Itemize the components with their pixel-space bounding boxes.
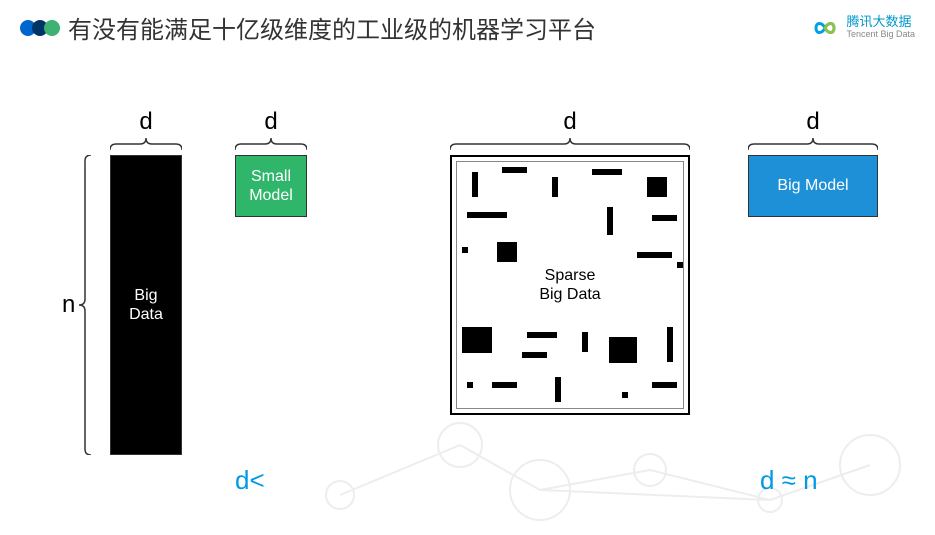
brand-cn: 腾讯大数据: [846, 15, 915, 29]
infinity-icon: [810, 18, 840, 38]
network-decoration: [260, 415, 935, 535]
diagram-stage: d n BigData d SmallModel d< d SparseBig …: [0, 45, 935, 505]
brand-en: Tencent Big Data: [846, 30, 915, 40]
label-d: d: [110, 108, 182, 136]
label-n: n: [62, 291, 75, 319]
label-d: d: [235, 108, 307, 136]
brace-d-bigdata: d: [110, 108, 182, 152]
brand-logo: 腾讯大数据 Tencent Big Data: [810, 15, 915, 39]
dot-3: [44, 20, 60, 36]
brace-d-sparse: d: [450, 108, 690, 152]
slide-title: 有没有能满足十亿级维度的工业级的机器学习平台: [68, 10, 596, 45]
equation-right: d ≈ n: [760, 465, 818, 496]
equation-left: d<: [235, 465, 265, 496]
bullet-dots: [20, 20, 56, 36]
big-model-label: Big Model: [777, 176, 848, 195]
label-d: d: [450, 108, 690, 136]
big-model-box: Big Model: [748, 155, 878, 217]
big-data-box: BigData: [110, 155, 182, 455]
brand-text: 腾讯大数据 Tencent Big Data: [846, 15, 915, 39]
big-data-label: BigData: [129, 286, 163, 324]
small-model-box: SmallModel: [235, 155, 307, 217]
small-model-label: SmallModel: [249, 167, 293, 205]
label-d: d: [748, 108, 878, 136]
brace-d-bigmodel: d: [748, 108, 878, 152]
sparse-big-data-box: SparseBig Data: [450, 155, 690, 415]
brace-d-smallmodel: d: [235, 108, 307, 152]
brace-n-bigdata: n: [62, 155, 93, 455]
slide-header: 有没有能满足十亿级维度的工业级的机器学习平台 腾讯大数据 Tencent Big…: [0, 0, 935, 45]
sparse-label: SparseBig Data: [539, 266, 600, 304]
